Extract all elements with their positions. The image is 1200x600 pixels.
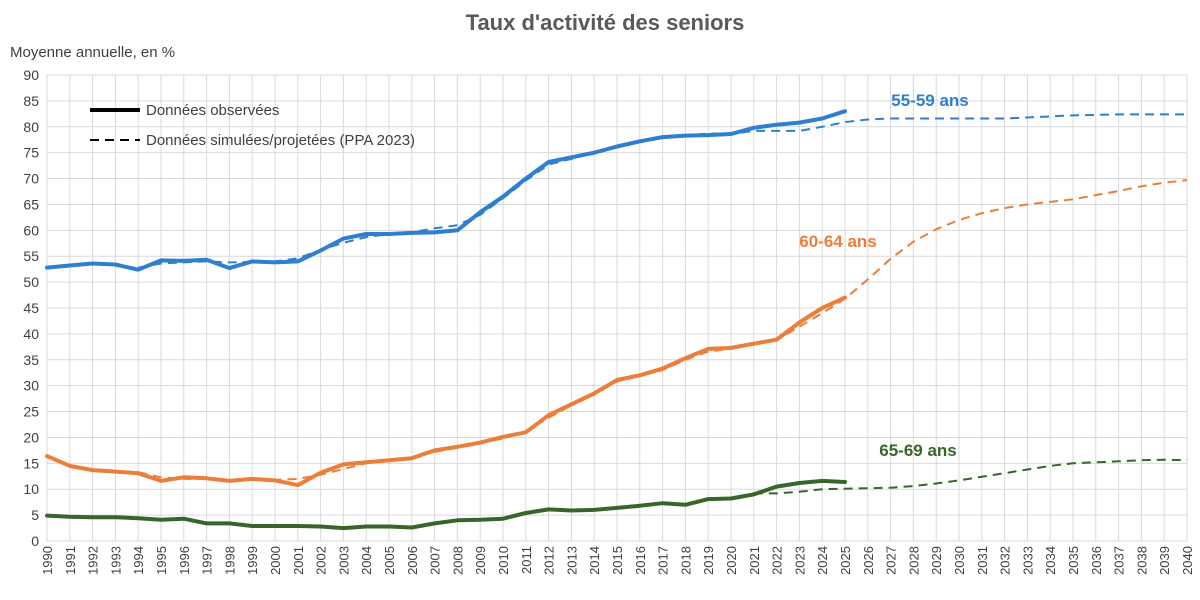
x-tick-label: 1996 [177,546,192,575]
y-tick-label: 70 [23,171,39,187]
x-tick-label: 2010 [496,546,511,575]
y-axis-ticks: 0 5 10 15 20 25 30 35 40 45 50 55 60 65 70 75 80 85 90 [23,67,39,549]
x-tick-label: 2033 [1020,546,1035,575]
x-tick-label: 2018 [678,546,693,575]
series-2-projected-line [753,458,1188,495]
y-tick-label: 60 [23,222,39,238]
y-tick-label: 20 [23,429,39,445]
y-tick-label: 5 [31,507,39,523]
x-tick-label: 2034 [1043,546,1058,575]
x-tick-label: 2028 [906,546,921,575]
series-0-projected-line [138,113,1187,269]
series-labels: 55-59 ans 60-64 ans 65-69 ans [799,91,969,460]
y-tick-label: 45 [23,300,39,316]
x-tick-label: 2038 [1134,546,1149,575]
x-tick-label: 1991 [63,546,78,575]
series-lines [45,109,1188,531]
x-tick-label: 1993 [108,546,123,575]
x-tick-label: 2019 [701,546,716,575]
x-tick-label: 2000 [268,546,283,575]
x-tick-label: 2004 [359,546,374,575]
x-tick-label: 1997 [200,546,215,575]
x-tick-label: 1992 [86,546,101,575]
x-tick-label: 2035 [1066,546,1081,575]
x-tick-label: 2026 [861,546,876,575]
y-tick-label: 15 [23,455,39,471]
y-tick-label: 35 [23,352,39,368]
x-tick-label: 2021 [747,546,762,575]
gridlines [46,74,1188,542]
y-axis-label: Moyenne annuelle, en % [10,44,175,61]
y-tick-label: 65 [23,196,39,212]
x-tick-label: 2013 [564,546,579,575]
x-tick-label: 2001 [291,546,306,575]
x-tick-label: 2031 [975,546,990,575]
x-axis-ticks: 1990 1991 1992 1993 1994 1995 1996 1997 1998 1999… [40,546,1195,575]
y-tick-label: 10 [23,481,39,497]
x-tick-label: 2008 [450,546,465,575]
x-tick-label: 2016 [633,546,648,575]
x-tick-label: 1999 [245,546,260,575]
x-tick-label: 2020 [724,546,739,575]
y-tick-label: 80 [23,119,39,135]
x-tick-label: 2024 [815,546,830,575]
x-tick-label: 2007 [428,546,443,575]
x-tick-label: 2022 [770,546,785,575]
series-1-label: 60-64 ans [799,232,877,251]
x-tick-label: 1990 [40,546,55,575]
x-tick-label: 2032 [998,546,1013,575]
series-2-observed-line [45,478,847,531]
x-tick-label: 2040 [1180,546,1195,575]
x-tick-label: 2003 [336,546,351,575]
y-tick-label: 40 [23,326,39,342]
x-tick-label: 2011 [519,546,534,574]
x-tick-label: 2039 [1157,546,1172,575]
y-tick-label: 90 [23,67,39,83]
y-tick-label: 75 [23,145,39,161]
y-tick-label: 55 [23,248,39,264]
x-tick-label: 2025 [838,546,853,575]
series-0-observed-line [45,109,847,272]
legend-projected-label: Données simulées/projetées (PPA 2023) [146,132,415,149]
x-tick-label: 2002 [314,546,329,575]
x-tick-label: 2036 [1089,546,1104,575]
x-tick-label: 2037 [1112,546,1127,575]
x-tick-label: 2015 [610,546,625,575]
y-tick-label: 25 [23,404,39,420]
legend: Données observées Données simulées/proje… [90,102,415,149]
x-tick-label: 2014 [587,546,602,575]
x-tick-label: 1994 [131,546,146,575]
x-tick-label: 2017 [656,546,671,575]
series-1-observed-line [45,295,847,488]
x-tick-label: 2005 [382,546,397,575]
x-tick-label: 2030 [952,546,967,575]
x-tick-label: 2027 [884,546,899,575]
y-tick-label: 0 [31,533,39,549]
x-tick-label: 2029 [929,546,944,575]
x-tick-label: 2012 [542,546,557,575]
legend-observed-label: Données observées [146,102,279,119]
chart-title: Taux d'activité des seniors [466,10,745,35]
x-tick-label: 1998 [222,546,237,575]
x-tick-label: 2023 [792,546,807,575]
y-tick-label: 50 [23,274,39,290]
series-0-label: 55-59 ans [891,91,969,110]
x-tick-label: 1995 [154,546,169,575]
series-2-label: 65-69 ans [879,441,957,460]
y-tick-label: 85 [23,93,39,109]
x-tick-label: 2009 [473,546,488,575]
x-tick-label: 2006 [405,546,420,575]
y-tick-label: 30 [23,378,39,394]
